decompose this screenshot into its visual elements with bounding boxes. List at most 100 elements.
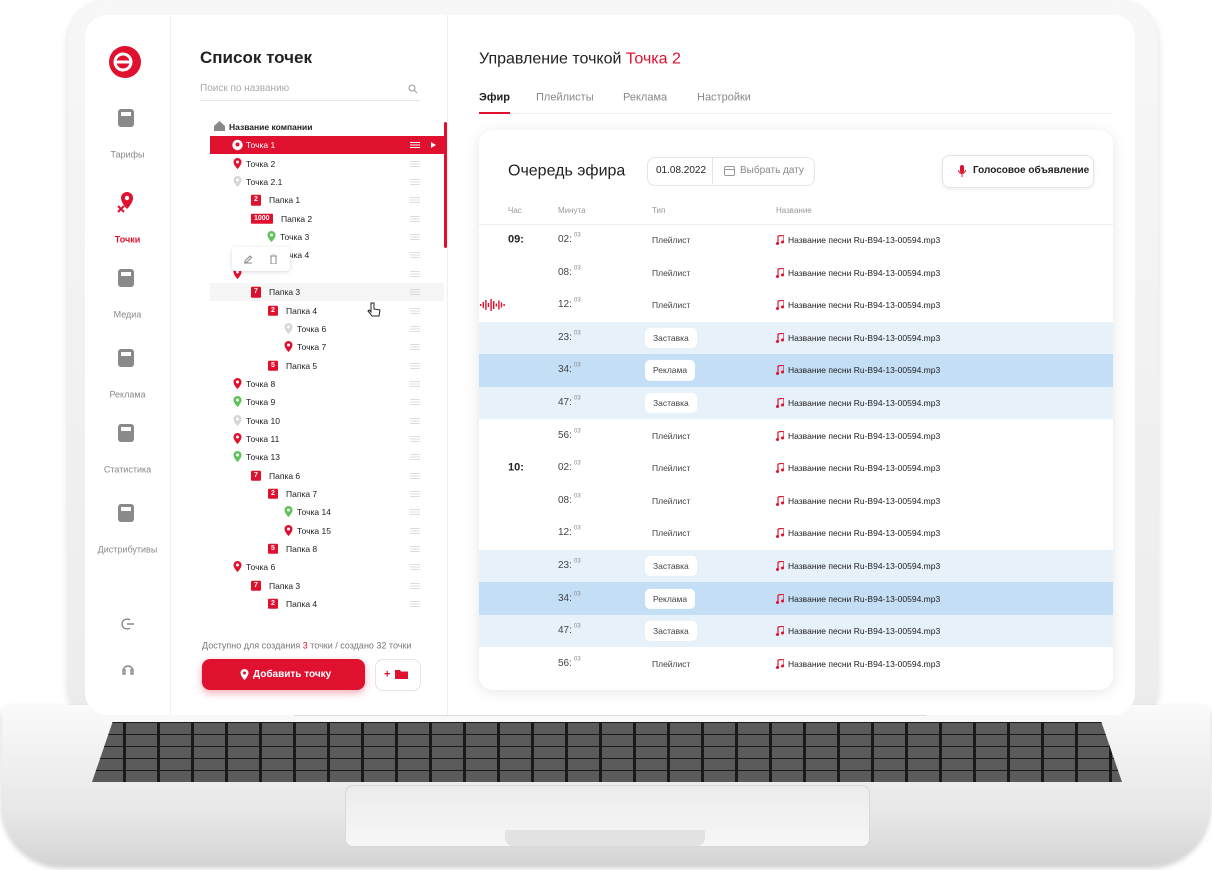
minute: 02: <box>558 462 572 474</box>
logout-icon[interactable] <box>121 617 135 631</box>
minute-sup: 03 <box>574 265 581 271</box>
pin-icon <box>284 322 293 334</box>
tree-label[interactable]: Точка 10 <box>246 415 280 426</box>
add-point-button[interactable] <box>202 659 365 690</box>
scrollbar[interactable] <box>444 122 447 248</box>
selected-row[interactable] <box>210 136 444 155</box>
voice-button[interactable] <box>942 155 1094 188</box>
track-name: Название песни Ru-B94-13-00594.mp3 <box>788 267 941 278</box>
drag-handle <box>410 234 420 241</box>
footer-prefix: Доступно для создания <box>202 640 301 651</box>
icon-part <box>410 234 420 241</box>
icon-part <box>236 417 239 421</box>
icon-part <box>410 491 420 497</box>
nav-label[interactable]: Статистика <box>103 464 152 475</box>
minute: 08: <box>558 266 572 278</box>
icon-part <box>498 300 500 310</box>
tree-label[interactable]: Точка 9 <box>246 397 276 408</box>
panel-title: Список точек <box>200 47 312 67</box>
search-input[interactable]: Поиск по названию <box>200 83 290 94</box>
tree-label[interactable]: Точка 14 <box>297 507 331 518</box>
icon-part <box>118 269 134 287</box>
nav-label[interactable]: Точки <box>114 234 141 245</box>
tree-label[interactable]: Точка 6 <box>297 323 327 334</box>
tree-label[interactable]: Точка 13 <box>246 452 280 463</box>
minute-sup: 03 <box>574 525 581 532</box>
minute: 02: <box>558 234 572 245</box>
add-point-label: Добавить точку <box>253 669 332 680</box>
icon-part <box>781 273 784 277</box>
tab[interactable]: Настройки <box>697 91 751 104</box>
icon-part <box>410 325 420 332</box>
track-name: Название песни Ru-B94-13-00594.mp3 <box>788 365 941 376</box>
row-highlight <box>479 386 1113 420</box>
type-pill: Реклама <box>645 588 696 609</box>
icon-part <box>243 671 246 675</box>
search-icon[interactable] <box>408 84 418 94</box>
main-title-text: Управление точкой <box>479 50 622 68</box>
drag-handle <box>410 527 420 534</box>
tree-label[interactable]: Точка 4 <box>280 250 310 261</box>
track-name: Название песни Ru-B94-13-00594.mp3 <box>788 430 941 441</box>
icon-part <box>410 289 420 296</box>
tree-label[interactable]: Папка 4 <box>286 599 318 609</box>
company-label[interactable]: Название компании <box>229 121 313 132</box>
note-icon <box>776 658 784 669</box>
tab[interactable]: Реклама <box>623 91 668 104</box>
tree-label[interactable]: Папка 4 <box>286 305 318 316</box>
icon-part <box>410 582 420 589</box>
track-name: Название песни Ru-B94-13-00594.mp3 <box>788 234 941 245</box>
nav-label[interactable]: Дистрибутивы <box>97 544 158 555</box>
tree-label[interactable]: Точка 3 <box>280 232 310 242</box>
tree-label[interactable]: Точка 11 <box>246 433 280 444</box>
tab[interactable]: Плейлисты <box>536 91 594 104</box>
track-name: Название песни Ru-B94-13-00594.mp3 <box>788 300 941 311</box>
tree-label[interactable]: Точка 2 <box>246 158 276 169</box>
tree-label[interactable]: Точка 8 <box>246 378 276 389</box>
tree-label[interactable]: Папка 8 <box>286 543 318 554</box>
icon-part <box>485 300 487 311</box>
nav-label[interactable]: Реклама <box>109 389 146 400</box>
tree-label[interactable]: Папка 2 <box>281 213 313 224</box>
support-icon[interactable] <box>120 662 136 678</box>
track-name: Название песни Ru-B94-13-00594.mp3 <box>788 626 941 637</box>
tabs-line <box>479 113 1113 114</box>
icon-part <box>236 178 239 182</box>
icon-part <box>287 325 290 329</box>
keyboard <box>92 722 1122 782</box>
tree-label[interactable]: Папка 3 <box>269 287 301 298</box>
nav-label[interactable]: Тарифы <box>110 149 145 160</box>
icon-part <box>410 527 420 534</box>
tree-label[interactable]: Точка 2.1 <box>246 176 283 187</box>
date-picker[interactable] <box>647 157 815 186</box>
drag-handle <box>410 564 420 571</box>
icon-part <box>482 302 484 309</box>
pin-icon <box>233 432 242 444</box>
icon-part <box>500 302 503 308</box>
home-icon <box>214 121 225 131</box>
tree-label[interactable]: Точка 7 <box>297 342 327 353</box>
icon-part <box>367 302 381 317</box>
note-icon <box>776 365 784 376</box>
icon-part <box>236 380 239 384</box>
tab-underline <box>479 112 510 114</box>
nav-label[interactable]: Медиа <box>113 309 142 320</box>
tree-label[interactable]: Точка 15 <box>297 525 331 536</box>
logo[interactable] <box>108 45 142 79</box>
icon-part <box>776 405 779 408</box>
pick-date[interactable]: Выбрать дату <box>740 165 804 176</box>
type: Плейлист <box>652 495 691 506</box>
tree-label[interactable]: Папка 7 <box>286 488 318 499</box>
tree-label[interactable]: Папка 3 <box>269 580 301 591</box>
minute-sup: 03 <box>574 460 581 467</box>
tree-label[interactable]: Папка 6 <box>269 470 301 481</box>
type-pill: Заставка <box>645 392 697 414</box>
tree-label[interactable]: Папка 1 <box>269 195 301 206</box>
icon-part <box>124 195 130 201</box>
tree-label[interactable]: Точка 6 <box>246 562 276 573</box>
tab[interactable]: Эфир <box>479 91 510 104</box>
tree-label[interactable]: Точка 1 <box>246 140 276 151</box>
tree-label[interactable]: Папка 5 <box>286 360 318 371</box>
drag-handle <box>410 380 420 387</box>
